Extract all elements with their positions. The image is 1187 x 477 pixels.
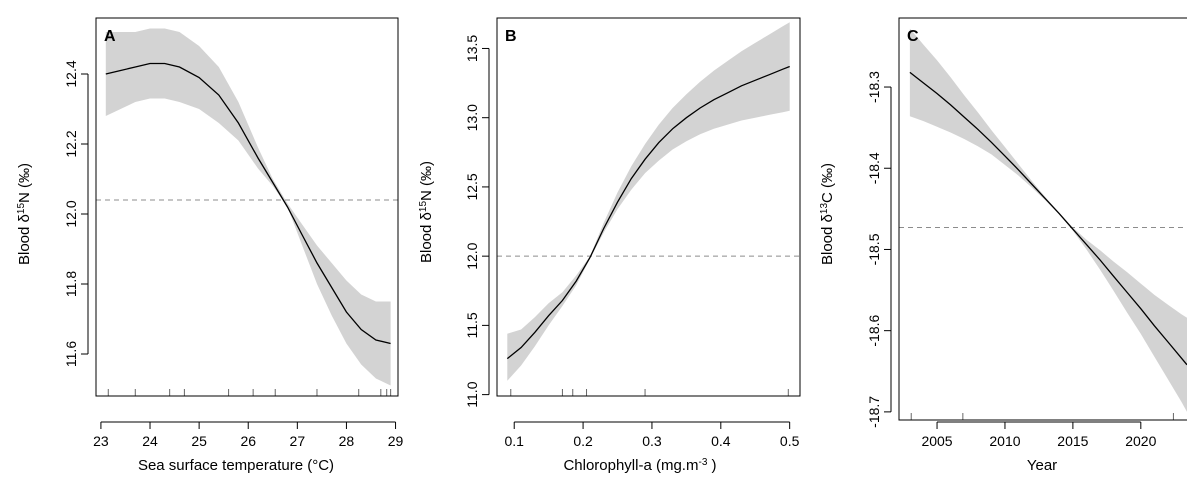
confidence-band-c	[909, 28, 1187, 412]
y-tick-label-a-2: 12.0	[63, 200, 79, 227]
panel-a: 23 24 25 26 27 28 29 11.6 11.8 12.0 12.2 12.4 A Se…	[16, 17, 404, 474]
x-tick-label-a-3: 26	[240, 433, 256, 449]
y-axis-c: -18.3 -18.4 -18.5 -18.6 -18.7	[866, 71, 892, 428]
panel-letter-c: C	[907, 28, 919, 45]
x-axis-label-c: Year	[1027, 457, 1057, 474]
x-tick-label-a-4: 27	[290, 433, 306, 449]
y-axis-a: 11.6 11.8 12.0 12.2 12.4	[63, 60, 89, 367]
y-tick-label-c-1: -18.4	[866, 152, 882, 184]
fit-line-b	[506, 65, 790, 360]
y-tick-label-b-2: 12.0	[464, 242, 480, 269]
x-tick-label-a-2: 25	[191, 433, 207, 449]
fit-line-a	[105, 62, 391, 345]
x-axis-label-a: Sea surface temperature (°C)	[138, 457, 334, 474]
x-axis-c: 2005 2010 2015 2020	[921, 421, 1157, 449]
x-tick-label-b-0: 0.1	[504, 433, 524, 449]
x-tick-label-a-6: 29	[388, 433, 404, 449]
x-tick-label-c-2: 2015	[1057, 433, 1088, 449]
x-axis-a: 23 24 25 26 27 28 29	[93, 421, 404, 449]
y-tick-label-c-3: -18.6	[866, 315, 882, 347]
y-tick-label-a-1: 11.8	[63, 271, 79, 297]
x-tick-label-b-2: 0.3	[642, 433, 662, 449]
x-tick-label-c-1: 2010	[989, 433, 1020, 449]
y-tick-label-b-5: 13.5	[464, 35, 480, 62]
x-tick-label-c-0: 2005	[921, 433, 952, 449]
plot-frame-c	[898, 17, 1187, 421]
x-tick-label-b-4: 0.5	[780, 433, 800, 449]
panel-c: 2005 2010 2015 2020 -18.3-18.4-18.5-18.6-18…	[819, 17, 1187, 474]
plot-frame-a	[95, 17, 399, 397]
rug-a	[107, 389, 392, 396]
rug-b	[510, 389, 789, 396]
y-tick-label-b-1: 11.5	[464, 312, 480, 338]
y-axis-label-c: Blood δ13C (‰)	[819, 163, 837, 265]
panel-b: 0.1 0.2 0.3 0.4 0.5 11.0 11.5 12.0 12.5 13.0 13.5…	[418, 17, 801, 475]
y-axis-label-b: Blood δ15N (‰)	[418, 161, 436, 263]
confidence-band-b	[507, 22, 790, 381]
x-tick-label-b-3: 0.4	[711, 433, 731, 449]
y-axis-b: 11.0 11.5 12.0 12.5 13.0 13.5	[464, 35, 490, 408]
x-tick-label-b-1: 0.2	[573, 433, 593, 449]
panel-letter-a: A	[104, 28, 116, 45]
y-tick-label-b-0: 11.0	[464, 381, 480, 407]
y-tick-label-c-2: -18.5	[866, 233, 882, 265]
y-tick-label-b-3: 12.5	[464, 173, 480, 200]
y-tick-label-a-4: 12.4	[63, 60, 79, 87]
plot-frame-b	[496, 17, 801, 397]
x-tick-label-c-3: 2020	[1125, 433, 1156, 449]
y-tick-label-c-0: -18.3	[866, 71, 882, 103]
y-tick-label-a-3: 12.2	[63, 130, 79, 157]
x-tick-label-a-5: 28	[339, 433, 355, 449]
x-axis-label-b: Chlorophyll-a (mg.m-3 )	[563, 457, 716, 475]
panel-letter-b: B	[505, 28, 517, 45]
fit-line-c	[909, 71, 1187, 366]
y-tick-label-a-0: 11.6	[63, 341, 79, 367]
y-axis-label-a: Blood δ15N (‰)	[16, 163, 34, 265]
rug-c	[910, 413, 1174, 420]
x-axis-b: 0.1 0.2 0.3 0.4 0.5	[504, 421, 800, 449]
y-tick-label-c-4: -18.7	[866, 396, 882, 428]
confidence-band-a	[105, 28, 391, 386]
x-tick-label-a-0: 23	[93, 433, 109, 449]
y-tick-label-b-4: 13.0	[464, 104, 480, 131]
x-tick-label-a-1: 24	[142, 433, 158, 449]
